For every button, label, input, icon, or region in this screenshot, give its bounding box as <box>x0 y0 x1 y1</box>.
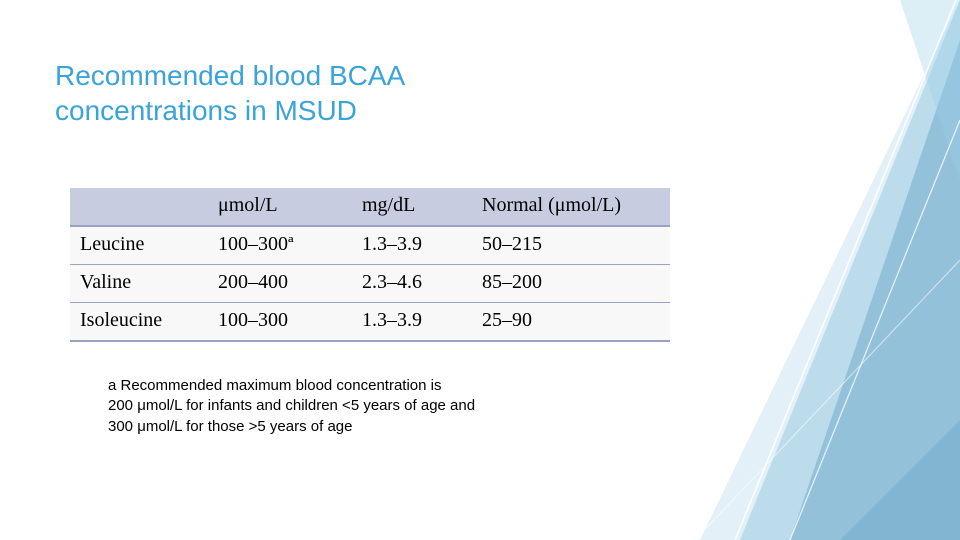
footnote-line: 200 μmol/L for infants and children <5 y… <box>108 397 475 414</box>
table-cell: 100–300 <box>208 303 352 342</box>
table-cell: 1.3–3.9 <box>352 226 472 265</box>
table-cell: 85–200 <box>472 265 670 303</box>
background-decoration <box>640 0 960 540</box>
table-header-cell: Normal (μmol/L) <box>472 188 670 226</box>
slide-title: Recommended blood BCAA concentrations in… <box>55 58 575 128</box>
footnote-line: a Recommended maximum blood concentratio… <box>108 377 442 394</box>
table-cell: 200–400 <box>208 265 352 303</box>
table-cell: 1.3–3.9 <box>352 303 472 342</box>
bcaa-table: μmol/Lmg/dLNormal (μmol/L)Leucine100–300… <box>70 188 670 342</box>
table-header-cell: μmol/L <box>208 188 352 226</box>
table-cell: 100–300ª <box>208 226 352 265</box>
table-header-cell: mg/dL <box>352 188 472 226</box>
footnote-line: 300 μmol/L for those >5 years of age <box>108 418 352 435</box>
table-row: Valine200–4002.3–4.685–200 <box>70 265 670 303</box>
table-cell: 25–90 <box>472 303 670 342</box>
table-cell: Valine <box>70 265 208 303</box>
table-row: Leucine100–300ª1.3–3.950–215 <box>70 226 670 265</box>
bcaa-table-wrap: μmol/Lmg/dLNormal (μmol/L)Leucine100–300… <box>70 188 670 342</box>
footnote: a Recommended maximum blood concentratio… <box>108 376 548 437</box>
table-row: Isoleucine100–3001.3–3.925–90 <box>70 303 670 342</box>
table-cell: Isoleucine <box>70 303 208 342</box>
table-cell: 50–215 <box>472 226 670 265</box>
table-header-row: μmol/Lmg/dLNormal (μmol/L) <box>70 188 670 226</box>
slide: Recommended blood BCAA concentrations in… <box>0 0 960 540</box>
table-cell: Leucine <box>70 226 208 265</box>
table-header-cell <box>70 188 208 226</box>
table-cell: 2.3–4.6 <box>352 265 472 303</box>
